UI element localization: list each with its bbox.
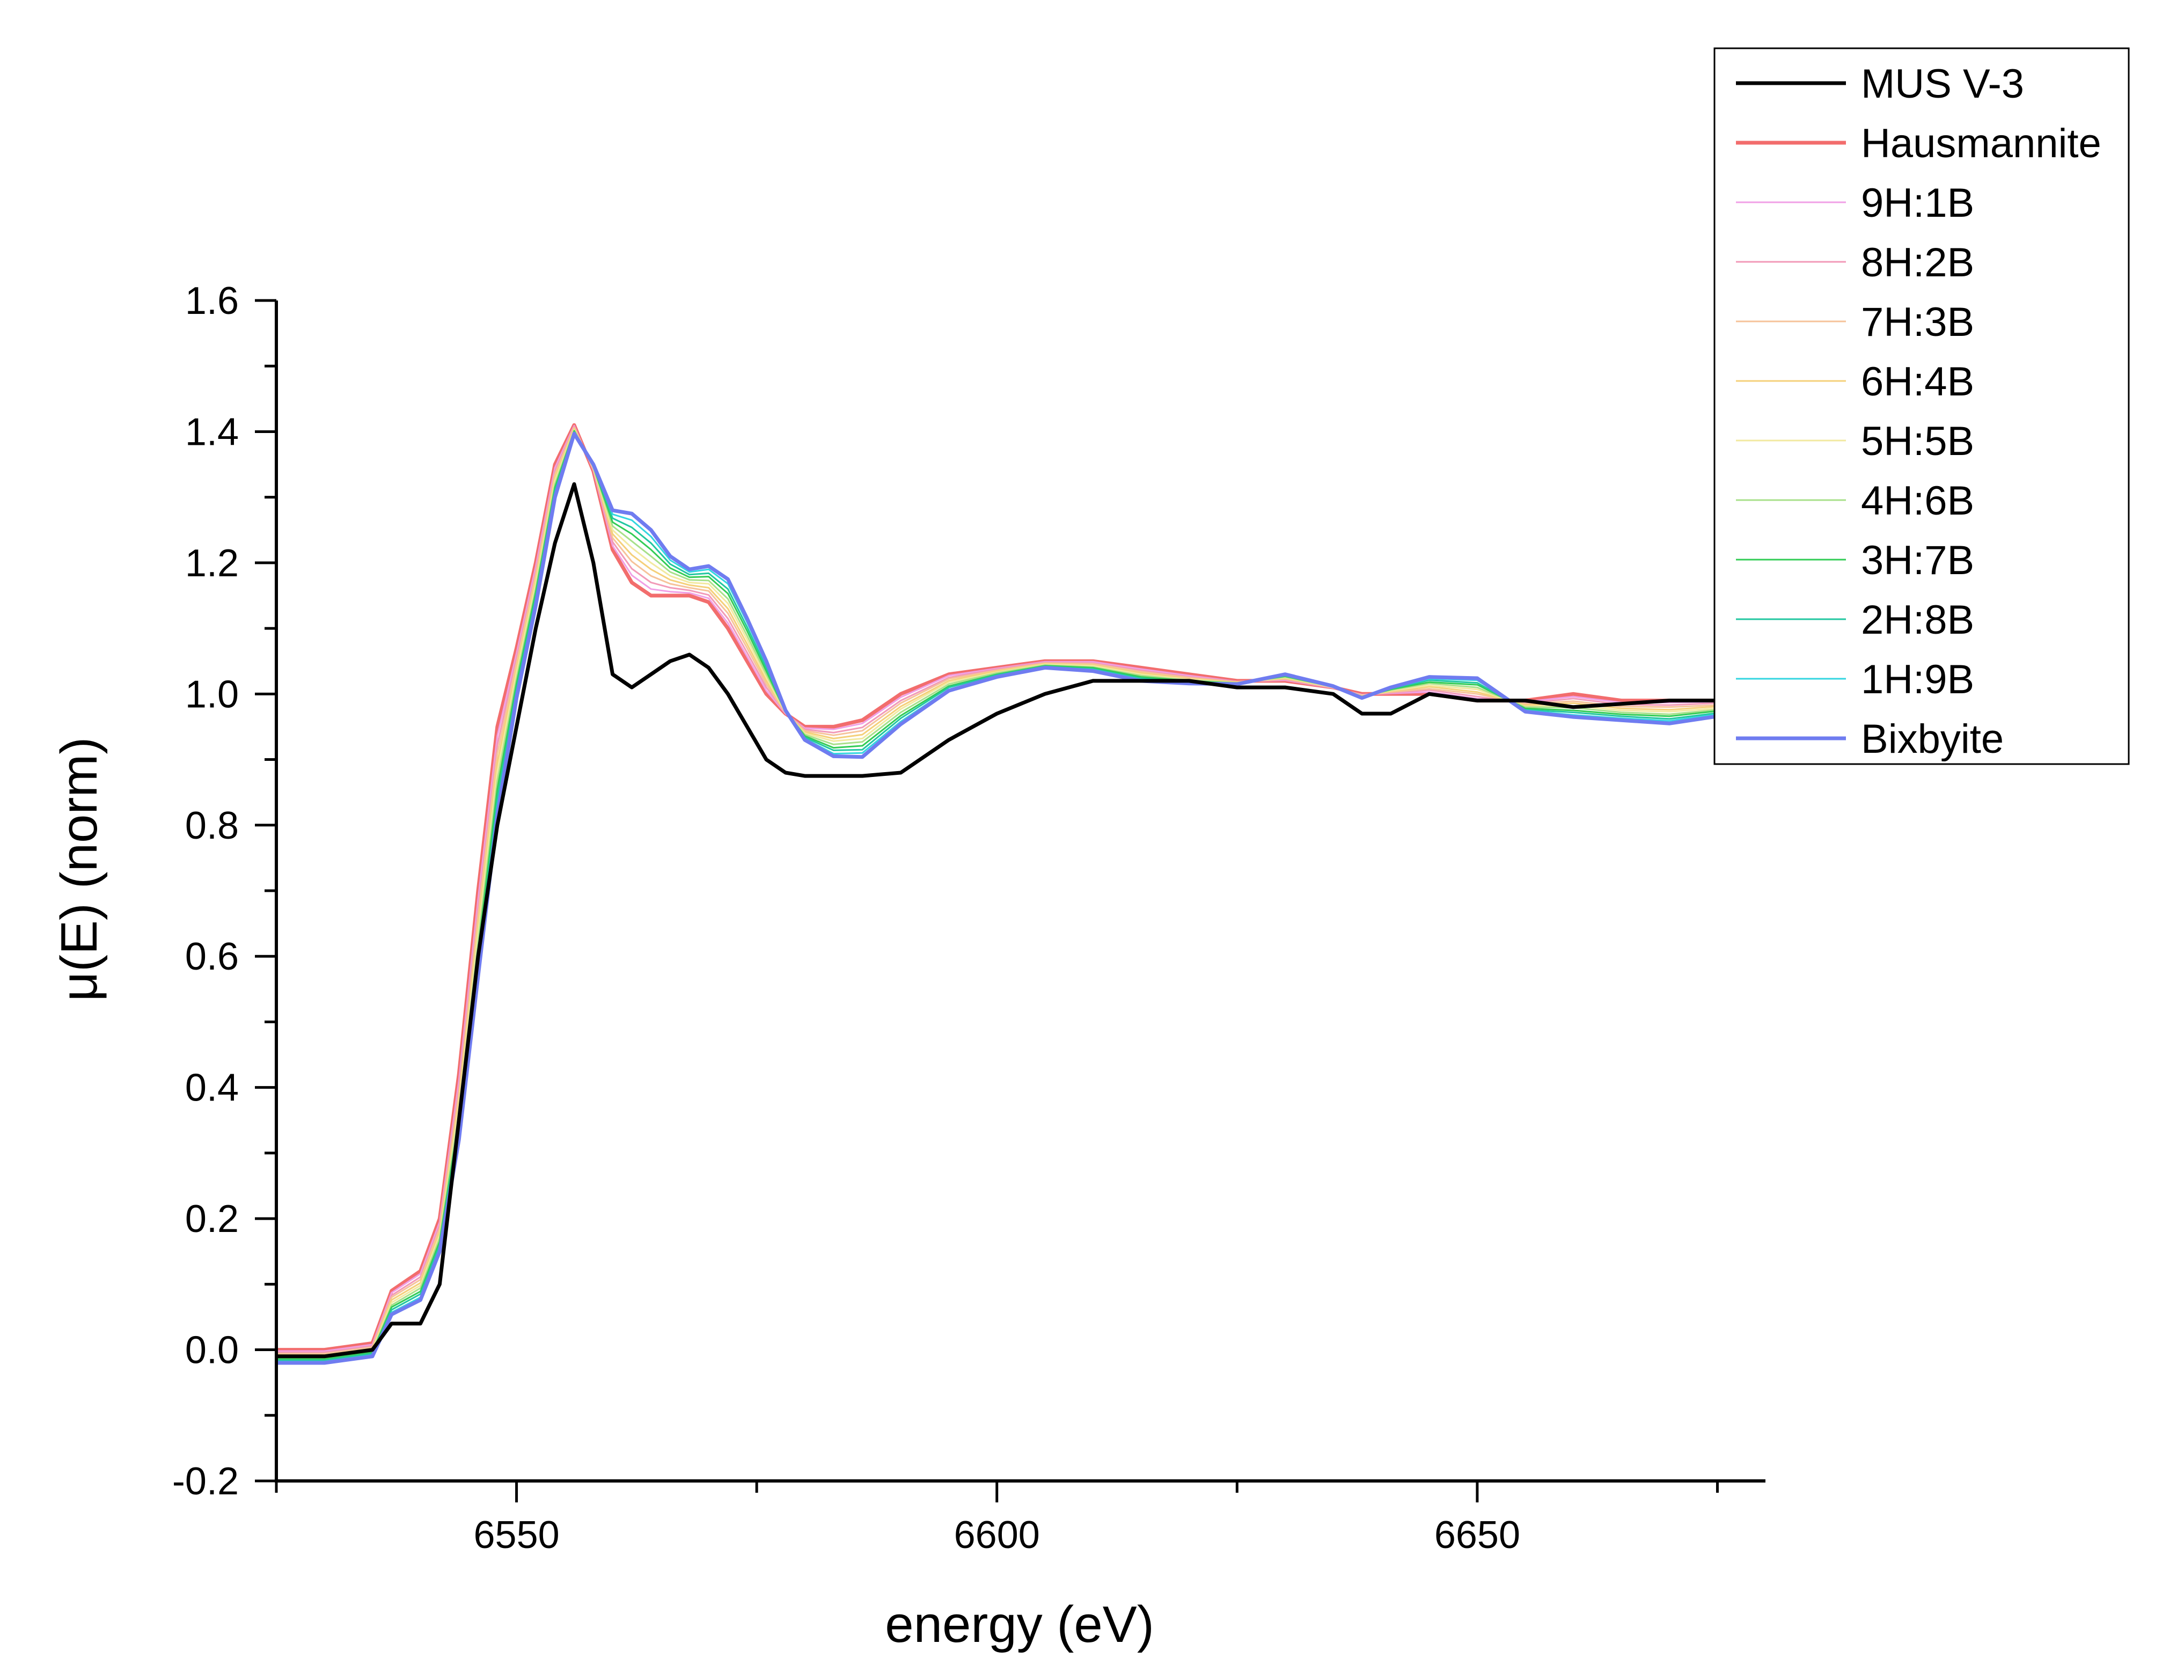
legend-label: 3H:7B xyxy=(1861,538,1974,583)
x-tick-label: 6550 xyxy=(473,1514,559,1557)
legend-label: 6H:4B xyxy=(1861,359,1974,405)
y-tick-label: 0.2 xyxy=(185,1198,239,1241)
series-line-8h-2b xyxy=(276,425,1766,1353)
y-tick-label: 0.8 xyxy=(185,804,239,847)
y-ticks: -0.2 0.0 0.2 0.4 0.6 0.8 1.0 1.2 1.4 1.6 xyxy=(172,280,276,1503)
y-tick-label: 1.2 xyxy=(185,542,239,585)
legend-label: 1H:9B xyxy=(1861,657,1974,702)
legend-box xyxy=(1713,47,2130,765)
legend-label: 4H:6B xyxy=(1861,478,1974,524)
legend: MUS V-3 Hausmannite 9H:1B 8H:2B 7H:3B 6H:4B 5H… xyxy=(1713,47,2130,765)
series-line-1h-9b xyxy=(276,432,1766,1363)
x-axis-title: energy (eV) xyxy=(885,1596,1154,1653)
series-line-2h-8b xyxy=(276,431,1766,1361)
series-line-mus-v-3 xyxy=(276,482,1765,1359)
y-tick-label: 0.6 xyxy=(185,935,239,978)
legend-label: Bixbyite xyxy=(1861,716,2004,762)
x-tick-label: 6650 xyxy=(1434,1514,1520,1557)
series-line-5h-5b xyxy=(276,429,1766,1358)
legend-label: 9H:1B xyxy=(1861,180,1974,226)
series-line-7h-3b xyxy=(276,427,1766,1355)
axes xyxy=(275,300,1765,1483)
y-tick-label: 1.0 xyxy=(185,673,239,716)
series-line-3h-7b xyxy=(276,430,1766,1360)
y-tick-label: 1.4 xyxy=(185,410,239,453)
x-tick-label: 6600 xyxy=(954,1514,1040,1557)
series-line-hausmannite xyxy=(276,423,1765,1352)
legend-items: MUS V-3 Hausmannite 9H:1B 8H:2B 7H:3B 6H:4B 5H… xyxy=(1736,61,2101,762)
y-axis-title: μ(E) (norm) xyxy=(50,737,108,1002)
y-tick-label: 1.6 xyxy=(185,280,239,322)
legend-label: Hausmannite xyxy=(1861,121,2101,166)
legend-label: 5H:5B xyxy=(1861,419,1974,464)
legend-label: 8H:2B xyxy=(1861,240,1974,285)
series-layer xyxy=(276,423,1766,1365)
series-line-bixbyite xyxy=(276,431,1766,1365)
y-tick-label: -0.2 xyxy=(172,1460,239,1503)
legend-label: 2H:8B xyxy=(1861,597,1974,643)
series-line-6h-4b xyxy=(276,427,1766,1356)
series-line-9h-1b xyxy=(276,424,1765,1352)
y-tick-label: 0.0 xyxy=(185,1329,239,1372)
x-ticks: 6550 6600 6650 xyxy=(275,1481,1719,1557)
series-line-4h-6b xyxy=(276,429,1766,1359)
legend-label: 7H:3B xyxy=(1861,299,1974,345)
legend-label: MUS V-3 xyxy=(1861,61,2024,107)
y-tick-label: 0.4 xyxy=(185,1067,239,1110)
